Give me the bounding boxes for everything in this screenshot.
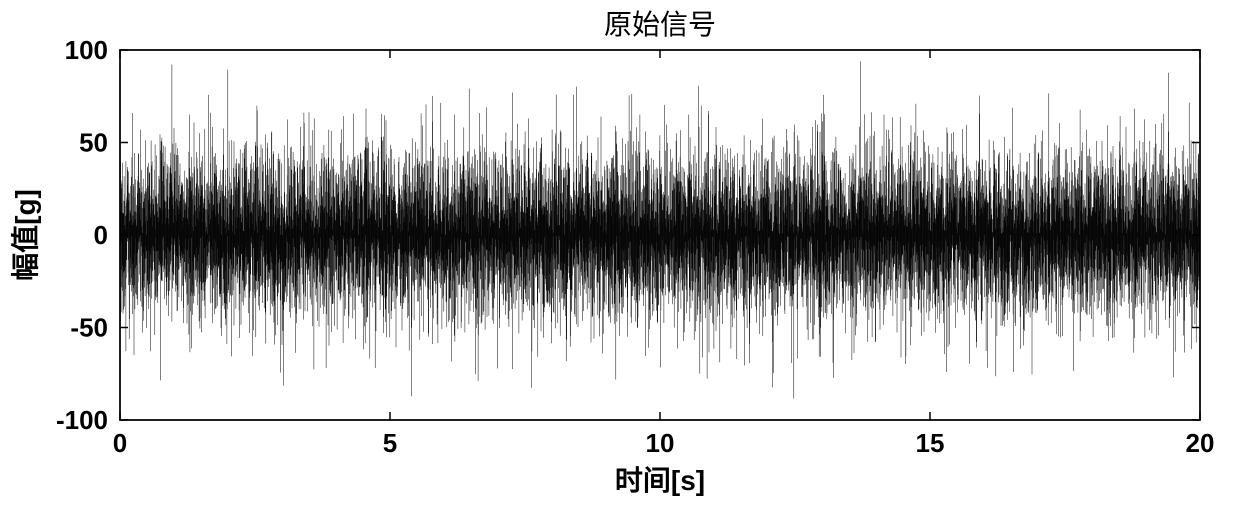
x-tick-label: 20 [1186,428,1215,458]
y-tick-label: 100 [65,35,108,65]
signal-chart: 原始信号 0 5 10 15 20 -100 -50 0 50 100 时间[s] 幅值[g] [0,0,1239,519]
y-axis-label: 幅值[g] [10,189,41,281]
x-tick-label: 5 [383,428,397,458]
x-axis-label: 时间[s] [615,465,705,496]
chart-svg: 原始信号 0 5 10 15 20 -100 -50 0 50 100 时间[s] 幅值[g] [0,0,1239,519]
x-tick-label: 0 [113,428,127,458]
chart-title: 原始信号 [604,9,716,40]
y-tick-label: -100 [56,405,108,435]
y-tick-label: -50 [70,313,108,343]
x-tick-label: 15 [916,428,945,458]
y-tick-label: 0 [94,220,108,250]
x-tick-label: 10 [646,428,675,458]
y-tick-label: 50 [79,128,108,158]
